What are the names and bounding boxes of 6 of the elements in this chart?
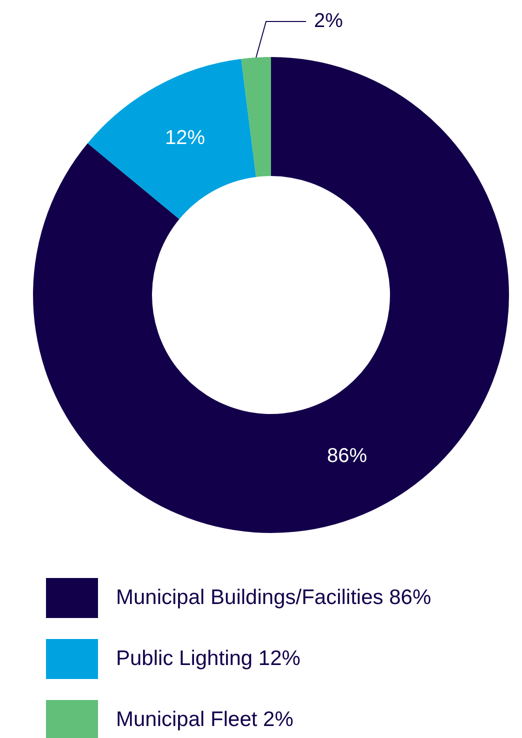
legend-label: Municipal Buildings/Facilities 86% [116, 586, 432, 610]
legend-label: Municipal Fleet 2% [116, 708, 294, 732]
legend-label: Public Lighting 12% [116, 647, 300, 671]
data-label: 86% [326, 445, 368, 468]
data-label: 2% [314, 10, 344, 32]
data-label: 12% [164, 127, 206, 150]
